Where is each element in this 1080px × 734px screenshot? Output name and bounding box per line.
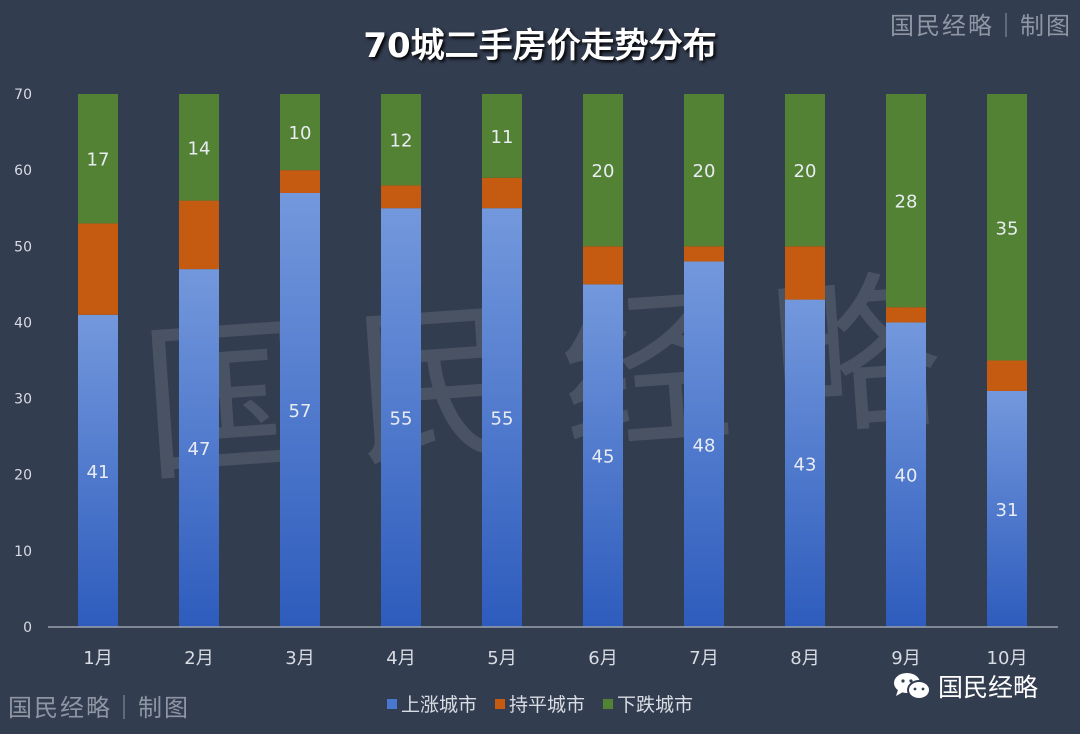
data-label: 12: [390, 131, 413, 152]
y-tick-label: 50: [14, 239, 32, 255]
legend: 上涨城市 持平城市 下跌城市: [0, 690, 1080, 717]
legend-label: 持平城市: [508, 694, 585, 716]
bar-segment: [987, 390, 1027, 627]
y-tick-label: 10: [14, 544, 32, 560]
y-tick-label: 30: [14, 392, 32, 408]
y-tick-label: 70: [14, 87, 32, 103]
bar-segment: [78, 223, 118, 315]
data-label: 17: [87, 150, 110, 171]
bar-segment: [179, 200, 219, 270]
bar-segment: [381, 185, 421, 209]
bar-segment: [78, 94, 118, 224]
bar-segment: [583, 94, 623, 247]
x-tick-label: 1月: [83, 648, 112, 669]
data-label: 55: [390, 409, 413, 430]
bar-segment: [684, 261, 724, 627]
data-label: 43: [794, 454, 817, 475]
bar-segment: [684, 246, 724, 262]
y-tick-label: 60: [14, 163, 32, 179]
brand: 国民经略: [892, 668, 1038, 704]
x-tick-label: 4月: [386, 648, 415, 669]
bar-segment: [785, 94, 825, 247]
data-label: 20: [794, 161, 817, 182]
x-tick-label: 8月: [790, 648, 819, 669]
bar-segment: [179, 269, 219, 627]
bar-segment: [482, 94, 522, 178]
bar-segment: [381, 208, 421, 627]
bar-segment: [482, 177, 522, 209]
bar-segment: [886, 322, 926, 627]
x-tick-label: 9月: [891, 648, 920, 669]
bar-segment: [381, 94, 421, 186]
brand-label: 国民经略: [938, 673, 1039, 702]
data-label: 35: [996, 218, 1019, 239]
data-label: 47: [188, 439, 211, 460]
data-label: 20: [693, 161, 716, 182]
legend-item: 下跌城市: [603, 690, 693, 717]
bar-segment: [78, 314, 118, 627]
data-label: 40: [895, 466, 918, 487]
bar-segment: [987, 360, 1027, 391]
bar-segment: [886, 94, 926, 308]
bar-segment: [583, 284, 623, 627]
data-label: 20: [592, 161, 615, 182]
watermark-top-right: 国民经略｜制图: [890, 12, 1072, 40]
y-tick-label: 20: [14, 468, 32, 484]
bar-segment: [785, 299, 825, 627]
legend-label: 下跌城市: [617, 694, 694, 716]
legend-swatch: [494, 698, 505, 709]
bar-segment: [280, 170, 320, 193]
wechat-icon: [894, 673, 931, 700]
bar-segment: [886, 307, 926, 323]
data-label: 48: [693, 435, 716, 456]
y-tick-label: 40: [14, 315, 32, 331]
x-tick-label: 10月: [987, 648, 1028, 669]
legend-swatch: [603, 698, 613, 709]
data-label: 57: [289, 401, 312, 422]
x-tick-label: 3月: [285, 648, 314, 669]
legend-item: 持平城市: [494, 690, 585, 717]
legend-item: 上涨城市: [386, 690, 477, 717]
y-tick-label: 0: [23, 620, 32, 636]
data-label: 28: [895, 192, 918, 213]
data-label: 55: [491, 409, 514, 430]
data-label: 14: [188, 138, 211, 159]
data-label: 11: [491, 127, 514, 148]
data-label: 31: [996, 500, 1019, 521]
bar-segment: [684, 94, 724, 247]
x-tick-label: 5月: [487, 648, 516, 669]
bar-segment: [280, 94, 320, 171]
x-tick-label: 2月: [184, 648, 213, 669]
bar-segment: [179, 94, 219, 201]
bar-segment: [785, 246, 825, 300]
watermark-bottom-left: 国民经略｜制图: [8, 694, 190, 722]
bar-segment: [987, 94, 1027, 361]
x-tick-label: 7月: [689, 648, 718, 669]
legend-label: 上涨城市: [400, 694, 477, 716]
data-label: 45: [592, 447, 615, 468]
bar-segment: [280, 192, 320, 627]
x-tick-label: 6月: [588, 648, 617, 669]
bar-segment: [482, 208, 522, 627]
bar-segment: [583, 246, 623, 285]
legend-swatch: [386, 698, 397, 709]
data-label: 41: [87, 462, 110, 483]
chart-title: 70城二手房价走势分布: [363, 26, 717, 66]
data-label: 10: [289, 123, 312, 144]
